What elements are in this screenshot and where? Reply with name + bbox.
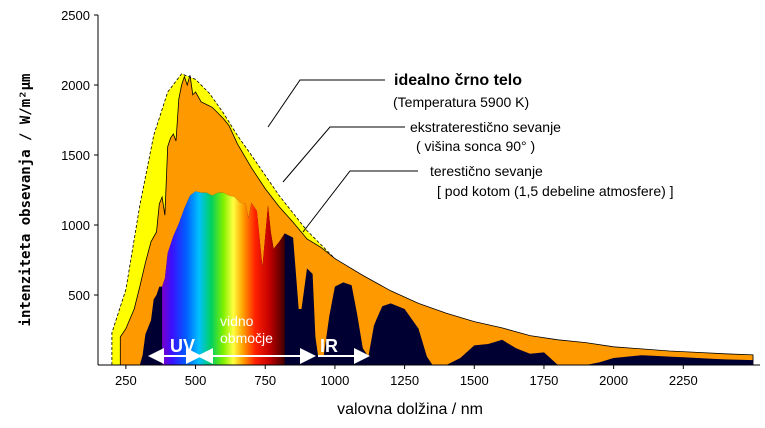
visible-label-line1: vidno (220, 313, 254, 329)
x-tick-label: 1500 (460, 373, 489, 388)
extraterrestrial-title: ekstraterestično sevanje (410, 119, 561, 135)
ir-label: IR (320, 336, 338, 356)
y-tick-label: 1000 (61, 218, 90, 233)
x-ticks: 250 500 750 1000 1250 1500 1750 2000 2250 (115, 365, 698, 388)
y-ticks: 500 1000 1500 2000 2500 (61, 8, 98, 303)
terrestrial-title: terestično sevanje (430, 163, 543, 179)
y-tick-label: 500 (68, 288, 90, 303)
blackbody-leader-line (267, 79, 385, 128)
x-tick-label: 1000 (320, 373, 349, 388)
series-terrestrial-area (139, 191, 754, 365)
y-axis-label: intenziteta obsevanja / W/m²µm (18, 74, 34, 327)
x-tick-label: 2000 (599, 373, 628, 388)
extraterrestrial-leader-line (282, 126, 405, 183)
plot-area (111, 73, 754, 366)
terrestrial-subtitle: [ pod kotom (1,5 debeline atmosfere) ] (437, 183, 674, 199)
blackbody-title: idealno črno telo (394, 72, 522, 89)
y-tick-label: 2500 (61, 8, 90, 23)
x-tick-label: 250 (115, 373, 137, 388)
x-axis-label: valovna dolžina / nm (337, 401, 483, 418)
x-tick-label: 1750 (529, 373, 558, 388)
y-tick-label: 2000 (61, 78, 90, 93)
x-tick-label: 1250 (390, 373, 419, 388)
visible-label-line2: območje (220, 330, 273, 346)
blackbody-subtitle: (Temperatura 5900 K) (393, 94, 529, 110)
x-tick-label: 500 (185, 373, 207, 388)
uv-label: UV (170, 336, 195, 356)
terrestrial-leader-line (302, 170, 418, 233)
extraterrestrial-subtitle: ( višina sonca 90° ) (416, 138, 535, 154)
y-tick-label: 1500 (61, 148, 90, 163)
x-tick-label: 2250 (669, 373, 698, 388)
x-tick-label: 750 (254, 373, 276, 388)
